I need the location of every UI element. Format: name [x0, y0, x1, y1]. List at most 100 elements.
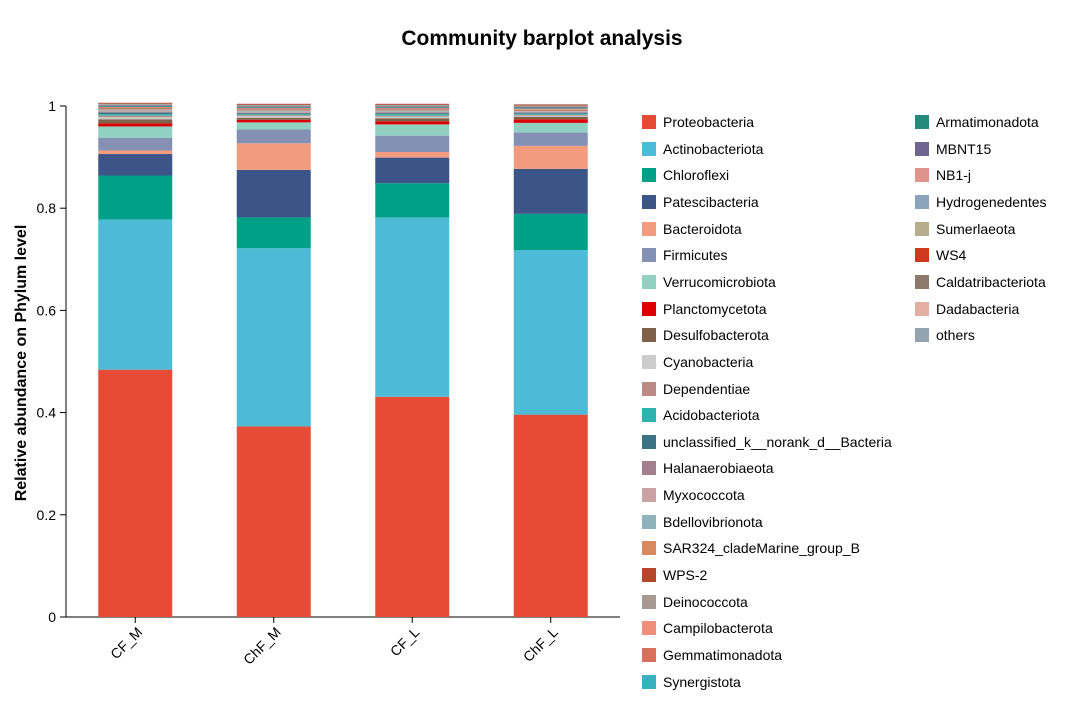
bar-segment: [375, 113, 450, 115]
legend-label: NB1-j: [936, 167, 972, 184]
bar-segment: [375, 114, 450, 116]
legend-label: Actinobacteriota: [663, 140, 764, 157]
y-axis: 0 0.2 0.4 0.6 0.8 1: [37, 98, 67, 625]
legend-item: Cyanobacteria: [642, 352, 753, 372]
legend-item: Armatimonadota: [915, 112, 1039, 132]
legend-item: Synergistota: [642, 672, 741, 692]
y-tick-label: 0.4: [37, 405, 57, 421]
legend-swatch: [642, 408, 656, 423]
bar-segment: [375, 118, 450, 122]
bar-segment: [98, 119, 173, 124]
legend-label: WPS-2: [663, 567, 708, 584]
chart-title: Community barplot analysis: [401, 27, 682, 50]
legend-item: Desulfobacterota: [642, 325, 769, 345]
legend-item: Bdellovibrionota: [642, 512, 763, 532]
bar-segment: [98, 103, 173, 105]
legend-item: Patescibacteria: [642, 192, 759, 212]
bar-segment: [375, 112, 450, 114]
legend-label: Campilobacterota: [663, 620, 773, 637]
bar-segment: [236, 108, 311, 110]
legend-swatch: [642, 514, 656, 529]
bar-segment: [236, 115, 311, 117]
legend-swatch: [642, 461, 656, 476]
legend-swatch: [642, 168, 656, 183]
legend-label: MBNT15: [936, 140, 992, 157]
bar-segment: [375, 107, 450, 108]
bar-segment: [98, 117, 173, 120]
bar-segment: [375, 121, 450, 125]
bar-segment: [98, 150, 173, 155]
bar-segment: [513, 113, 588, 115]
y-tick-label: 1: [48, 98, 56, 114]
legend-swatch: [642, 488, 656, 503]
bar-segment: [375, 110, 450, 111]
bar-segment: [236, 143, 311, 170]
bar-segment: [98, 106, 173, 108]
legend-swatch: [642, 674, 656, 689]
x-tick-label: CF_M: [107, 624, 145, 662]
bar-segment: [98, 114, 173, 116]
legend-swatch: [915, 194, 929, 209]
bar-stack-ChF_L: [513, 103, 588, 617]
legend-swatch: [915, 221, 929, 236]
bar-segment: [236, 106, 311, 107]
legend-label: Sumerlaeota: [936, 220, 1016, 237]
legend-label: Patescibacteria: [663, 193, 759, 210]
legend-item: Dependentiae: [642, 379, 750, 399]
legend-swatch: [642, 621, 656, 636]
legend-item: SAR324_cladeMarine_group_B: [642, 538, 860, 558]
bar-segment: [513, 105, 588, 106]
bar-segment: [375, 108, 450, 109]
bar-segment: [236, 104, 311, 105]
bar-stack-CF_M: [98, 102, 173, 617]
bar-segment: [236, 113, 311, 115]
legend-item: Firmicutes: [642, 245, 728, 265]
bar-stack-CF_L: [375, 103, 450, 617]
bar-segment: [98, 219, 173, 370]
legend-label: others: [936, 327, 975, 344]
bar-segment: [236, 129, 311, 144]
bar-segment: [513, 103, 588, 105]
y-axis-label: Relative abundance on Phylum level: [13, 225, 30, 502]
y-tick-label: 0: [48, 609, 56, 625]
bar-segment: [98, 105, 173, 106]
bar-segment: [98, 109, 173, 110]
legend-label: Halanaerobiaeota: [663, 460, 774, 477]
bar-segment: [98, 108, 173, 110]
legend-swatch: [642, 274, 656, 289]
legend-label: Bacteroidota: [663, 220, 742, 237]
bar-segment: [236, 116, 311, 118]
legend-swatch: [642, 648, 656, 662]
legend-label: WS4: [936, 247, 967, 264]
bar-segment: [375, 106, 450, 108]
legend-item: MBNT15: [915, 139, 991, 159]
legend-swatch: [642, 141, 656, 156]
legend-label: Chloroflexi: [663, 167, 730, 184]
legend-swatch: [915, 141, 929, 156]
bar-segment: [375, 103, 450, 104]
legend-item: Chloroflexi: [642, 165, 729, 185]
legend-item: WS4: [915, 245, 966, 265]
legend-item: Actinobacteriota: [642, 139, 763, 159]
bar-segment: [375, 103, 450, 105]
bar-segment: [513, 109, 588, 111]
bar-stack-ChF_M: [236, 103, 311, 617]
legend-label: Proteobacteria: [663, 114, 755, 130]
legend-item: Caldatribacteriota: [915, 272, 1046, 292]
bar-segment: [98, 108, 173, 109]
bar-segment: [375, 124, 450, 136]
legend-swatch: [642, 301, 656, 316]
legend-label: Verrucomicrobiota: [663, 273, 776, 290]
bar-segment: [236, 103, 311, 104]
legend-item: Hydrogenedentes: [915, 192, 1047, 212]
bar-segment: [375, 106, 450, 107]
bar-segment: [236, 103, 311, 105]
legend-item: unclassified_k__norank_d__Bacteria: [642, 432, 892, 452]
legend-label: Caldatribacteriota: [936, 273, 1046, 290]
legend-item: Sumerlaeota: [915, 219, 1015, 239]
bar-segment: [98, 115, 173, 118]
legend-label: Planctomycetota: [663, 300, 767, 317]
legend-swatch: [915, 274, 929, 289]
legend-label: Deinococcota: [663, 593, 748, 610]
bar-segment: [375, 107, 450, 109]
